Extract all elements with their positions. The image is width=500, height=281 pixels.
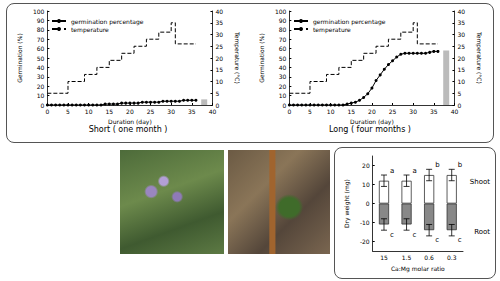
- svg-text:Temperature (°C): Temperature (°C): [233, 31, 241, 84]
- svg-text:35: 35: [188, 108, 196, 115]
- svg-text:80: 80: [37, 26, 45, 33]
- svg-text:0: 0: [366, 200, 370, 207]
- svg-text:20: 20: [368, 108, 376, 115]
- svg-text:80: 80: [279, 26, 287, 33]
- svg-text:0: 0: [457, 101, 462, 109]
- svg-text:a: a: [413, 167, 417, 175]
- svg-text:100: 100: [275, 8, 287, 15]
- svg-text:Shoot: Shoot: [470, 178, 490, 186]
- svg-text:-10: -10: [360, 219, 370, 226]
- svg-text:10: 10: [362, 181, 370, 188]
- svg-text:35: 35: [457, 19, 465, 26]
- svg-text:germination percentage: germination percentage: [313, 18, 386, 26]
- svg-text:40: 40: [215, 8, 223, 15]
- svg-text:40: 40: [457, 8, 465, 15]
- svg-text:15: 15: [457, 66, 465, 73]
- svg-text:15: 15: [380, 254, 388, 261]
- svg-text:60: 60: [279, 45, 287, 52]
- svg-text:20: 20: [215, 55, 223, 62]
- svg-text:Root: Root: [474, 228, 490, 236]
- svg-text:90: 90: [37, 17, 45, 24]
- svg-text:5: 5: [215, 90, 219, 97]
- svg-text:70: 70: [279, 36, 287, 43]
- svg-text:35: 35: [215, 19, 223, 26]
- svg-text:Temperature (°C): Temperature (°C): [475, 31, 483, 84]
- svg-text:20: 20: [362, 162, 370, 169]
- svg-text:25: 25: [389, 108, 397, 115]
- svg-text:temperature: temperature: [313, 26, 351, 34]
- svg-text:20: 20: [279, 83, 287, 90]
- svg-text:10: 10: [37, 92, 45, 99]
- svg-text:20: 20: [126, 108, 134, 115]
- svg-text:b: b: [435, 161, 440, 169]
- svg-text:temperature: temperature: [71, 26, 109, 34]
- svg-text:25: 25: [215, 43, 223, 50]
- svg-text:a: a: [390, 167, 394, 175]
- svg-text:25: 25: [147, 108, 155, 115]
- svg-text:100: 100: [33, 8, 45, 15]
- svg-text:5: 5: [66, 108, 70, 115]
- svg-text:10: 10: [457, 78, 465, 85]
- svg-text:40: 40: [279, 64, 287, 71]
- svg-text:10: 10: [279, 92, 287, 99]
- svg-text:c: c: [435, 236, 439, 244]
- svg-text:5: 5: [308, 108, 312, 115]
- svg-text:0: 0: [283, 102, 287, 109]
- svg-text:c: c: [390, 231, 394, 239]
- svg-text:Duration (day): Duration (day): [350, 118, 394, 126]
- svg-text:0.6: 0.6: [424, 254, 434, 261]
- svg-text:40: 40: [209, 108, 217, 115]
- svg-text:b: b: [458, 161, 463, 169]
- svg-text:Ca:Mg molar ratio: Ca:Mg molar ratio: [391, 265, 445, 273]
- svg-text:70: 70: [37, 36, 45, 43]
- svg-text:-20: -20: [360, 238, 370, 245]
- svg-text:5: 5: [457, 90, 461, 97]
- svg-text:1.5: 1.5: [402, 254, 412, 261]
- svg-text:0.3: 0.3: [447, 254, 457, 261]
- svg-text:15: 15: [215, 66, 223, 73]
- svg-text:10: 10: [215, 78, 223, 85]
- svg-text:Germination (%): Germination (%): [258, 33, 265, 82]
- svg-text:10: 10: [327, 108, 335, 115]
- svg-text:30: 30: [409, 108, 417, 115]
- svg-text:50: 50: [279, 55, 287, 62]
- svg-text:0: 0: [287, 108, 291, 115]
- svg-text:Short ( one month ): Short ( one month ): [89, 125, 168, 134]
- svg-text:30: 30: [37, 73, 45, 80]
- svg-text:30: 30: [457, 31, 465, 38]
- svg-text:30: 30: [279, 73, 287, 80]
- svg-text:20: 20: [37, 83, 45, 90]
- svg-text:20: 20: [457, 55, 465, 62]
- svg-text:90: 90: [279, 17, 287, 24]
- svg-text:60: 60: [37, 45, 45, 52]
- svg-text:15: 15: [105, 108, 113, 115]
- svg-text:10: 10: [85, 108, 93, 115]
- svg-text:0: 0: [41, 102, 45, 109]
- svg-text:Dry weight (mg): Dry weight (mg): [343, 179, 351, 228]
- svg-text:Long ( four months ): Long ( four months ): [329, 125, 411, 134]
- svg-text:Duration (day): Duration (day): [108, 118, 152, 126]
- svg-text:Germination (%): Germination (%): [16, 33, 23, 82]
- svg-text:30: 30: [215, 31, 223, 38]
- svg-text:germination percentage: germination percentage: [71, 18, 144, 26]
- svg-text:0: 0: [45, 108, 49, 115]
- svg-text:25: 25: [457, 43, 465, 50]
- svg-text:15: 15: [347, 108, 355, 115]
- svg-text:0: 0: [215, 101, 220, 109]
- svg-text:40: 40: [451, 108, 459, 115]
- svg-text:50: 50: [37, 55, 45, 62]
- svg-text:35: 35: [430, 108, 438, 115]
- svg-text:40: 40: [37, 64, 45, 71]
- svg-text:30: 30: [167, 108, 175, 115]
- svg-text:c: c: [413, 231, 417, 239]
- svg-text:c: c: [458, 236, 462, 244]
